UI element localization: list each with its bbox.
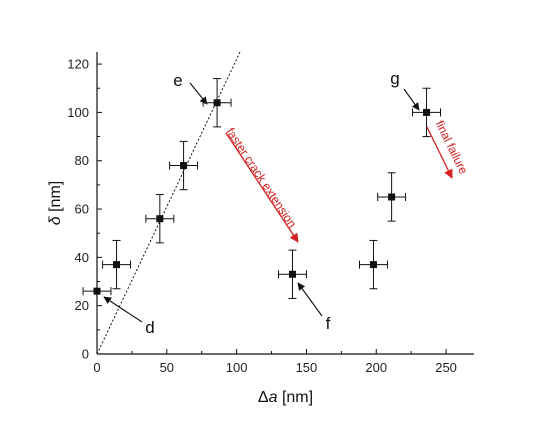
ticks: 0 50 100 150 200 250 0 20 40 60 80 100 120 (67, 57, 457, 375)
x-axis-title: Δa [nm] (258, 389, 313, 406)
x-tick-label: 200 (365, 360, 387, 375)
data-point (423, 108, 431, 116)
data-point (288, 270, 296, 278)
y-tick-label: 0 (82, 347, 89, 362)
point-label-g: g (390, 69, 399, 88)
data-point (213, 99, 221, 107)
labels: d e f g faster crack extension final failure Δ… (47, 69, 471, 406)
point-label-f: f (326, 314, 331, 333)
annotation-text: faster crack extension (223, 125, 299, 230)
y-tick-label: 40 (75, 250, 89, 265)
label-arrow-f (297, 282, 323, 317)
data-point (156, 215, 164, 223)
label-arrow-g (403, 88, 420, 111)
red-arrow (426, 126, 453, 179)
y-axis-title: δ [nm] (47, 181, 64, 225)
x-tick-label: 150 (296, 360, 318, 375)
red-arrow (225, 132, 299, 243)
y-tick-label: 60 (75, 202, 89, 217)
data-point (388, 193, 396, 201)
data-point (113, 261, 121, 269)
y-tick-label: 120 (67, 57, 89, 72)
label-arrow-d (103, 296, 143, 323)
x-tick-label: 0 (93, 360, 100, 375)
fit-line (97, 52, 241, 354)
x-tick-label: 50 (160, 360, 174, 375)
label-arrow-e (189, 82, 208, 105)
y-tick-label: 80 (75, 153, 89, 168)
data-point (93, 287, 101, 295)
data-point (369, 261, 377, 269)
x-tick-label: 100 (226, 360, 248, 375)
fit-line-layer (97, 52, 241, 354)
point-label-e: e (173, 71, 182, 90)
y-tick-label: 20 (75, 298, 89, 313)
y-tick-label: 100 (67, 105, 89, 120)
point-label-d: d (145, 318, 154, 337)
x-tick-label: 250 (435, 360, 457, 375)
data-points (93, 99, 431, 295)
data-point (180, 162, 188, 170)
annotation-arrows (103, 82, 453, 323)
annotation-text: final failure (433, 118, 471, 177)
